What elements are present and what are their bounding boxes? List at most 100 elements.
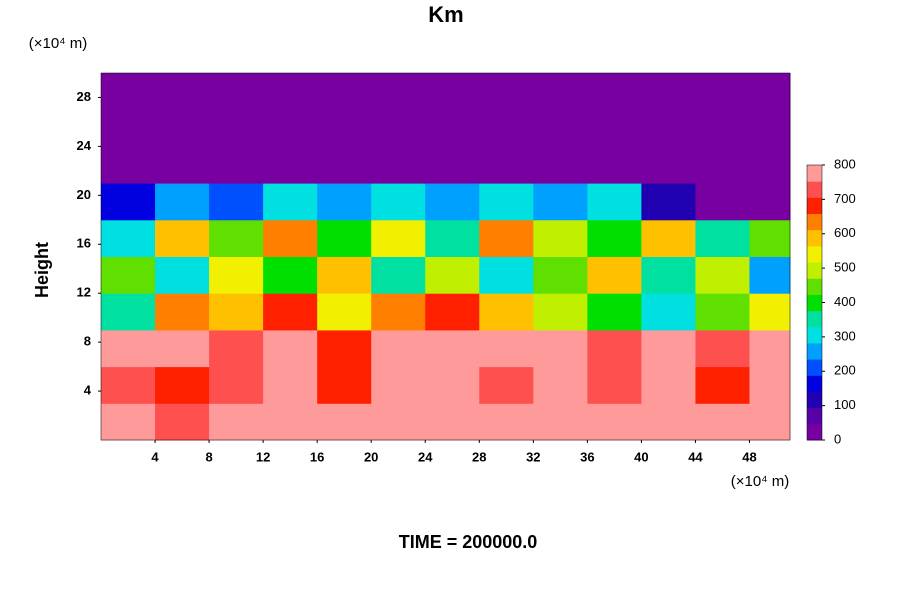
heat-cell — [209, 329, 264, 368]
colorbar-segment — [807, 229, 822, 247]
x-tick-label: 28 — [472, 449, 486, 464]
heat-cell — [317, 109, 372, 147]
colorbar-tick-label: 400 — [834, 294, 856, 309]
heat-cell — [587, 329, 642, 368]
y-tick-label: 8 — [84, 334, 91, 349]
heat-cell — [155, 219, 210, 257]
heat-cell — [587, 183, 642, 221]
heat-cell — [317, 183, 372, 221]
x-tick-label: 12 — [256, 449, 270, 464]
heat-cell — [641, 73, 696, 111]
heat-cell — [263, 256, 318, 294]
heat-cell — [533, 366, 588, 404]
heat-cell — [101, 366, 156, 404]
heat-cell — [479, 219, 534, 257]
heat-cell — [209, 366, 264, 404]
heat-cell — [209, 109, 264, 147]
heat-cell — [479, 73, 534, 111]
colorbar-segment — [807, 213, 822, 231]
heat-cell — [695, 329, 750, 368]
heat-cell — [425, 403, 480, 441]
heat-cell — [425, 146, 480, 184]
heat-cell — [371, 403, 426, 441]
y-axis-label: Height — [32, 242, 52, 298]
heat-cell — [641, 109, 696, 147]
colorbar-tick-label: 600 — [834, 225, 856, 240]
heat-cell — [425, 109, 480, 147]
heat-cell — [155, 329, 210, 368]
x-unit: (×10⁴ m) — [731, 473, 790, 490]
heat-cell — [479, 183, 534, 221]
heat-cell — [695, 219, 750, 257]
heat-cell — [155, 293, 210, 331]
y-tick-label: 20 — [77, 187, 91, 202]
heat-cell — [533, 256, 588, 294]
heat-cell — [695, 366, 750, 404]
heat-cell — [479, 293, 534, 331]
heat-cell — [425, 293, 480, 331]
x-tick-label: 48 — [742, 449, 756, 464]
colorbar-tick-label: 700 — [834, 191, 856, 206]
heat-cell — [425, 73, 480, 111]
colorbar-segment — [807, 407, 822, 425]
x-tick-label: 8 — [205, 449, 212, 464]
heat-cell — [587, 73, 642, 111]
heat-cell — [479, 403, 534, 441]
heat-cell — [101, 256, 156, 294]
heat-cell — [749, 146, 791, 184]
heat-cell — [479, 109, 534, 147]
heat-cell — [209, 183, 264, 221]
heat-cell — [695, 403, 750, 441]
heat-cell — [587, 403, 642, 441]
heat-cell — [533, 329, 588, 368]
x-tick-label: 36 — [580, 449, 594, 464]
heat-cell — [749, 256, 791, 294]
heat-cell — [641, 256, 696, 294]
heat-cell — [479, 329, 534, 368]
colorbar-segment — [807, 359, 822, 376]
colorbar-segment — [807, 375, 822, 392]
heat-cell — [371, 183, 426, 221]
heat-cell — [479, 366, 534, 404]
heat-cell — [587, 293, 642, 331]
heat-cell — [263, 293, 318, 331]
heat-cell — [317, 256, 372, 294]
colorbar-tick-label: 800 — [834, 156, 856, 171]
heat-cell — [425, 366, 480, 404]
y-tick-label: 12 — [77, 285, 91, 300]
heat-cell — [749, 403, 791, 441]
x-tick-label: 24 — [418, 449, 433, 464]
colorbar-segment — [807, 197, 822, 215]
heat-cell — [317, 73, 372, 111]
heat-cell — [533, 219, 588, 257]
y-tick-label: 4 — [84, 383, 92, 398]
heat-cell — [317, 329, 372, 368]
heat-cell — [317, 403, 372, 441]
heat-cell — [587, 256, 642, 294]
heat-cell — [695, 146, 750, 184]
colorbar-segment — [807, 423, 822, 441]
heat-cell — [101, 293, 156, 331]
heat-cell — [695, 256, 750, 294]
heat-cell — [155, 109, 210, 147]
heat-cell — [263, 146, 318, 184]
heat-cell — [101, 403, 156, 441]
colorbar-tick-label: 200 — [834, 363, 856, 378]
heat-cell — [587, 219, 642, 257]
plot-frame — [100, 72, 791, 441]
heat-cell — [425, 219, 480, 257]
heat-cell — [425, 256, 480, 294]
heat-cell — [749, 366, 791, 404]
heat-cell — [695, 183, 750, 221]
heat-cell — [425, 183, 480, 221]
heat-cell — [263, 366, 318, 404]
heat-cell — [101, 109, 156, 147]
heat-cell — [371, 329, 426, 368]
heat-cell — [371, 109, 426, 147]
heat-cell — [101, 73, 156, 111]
heat-cell — [587, 109, 642, 147]
heat-cell — [641, 293, 696, 331]
colorbar-segment — [807, 181, 822, 198]
heat-cell — [209, 146, 264, 184]
heat-cell — [533, 109, 588, 147]
